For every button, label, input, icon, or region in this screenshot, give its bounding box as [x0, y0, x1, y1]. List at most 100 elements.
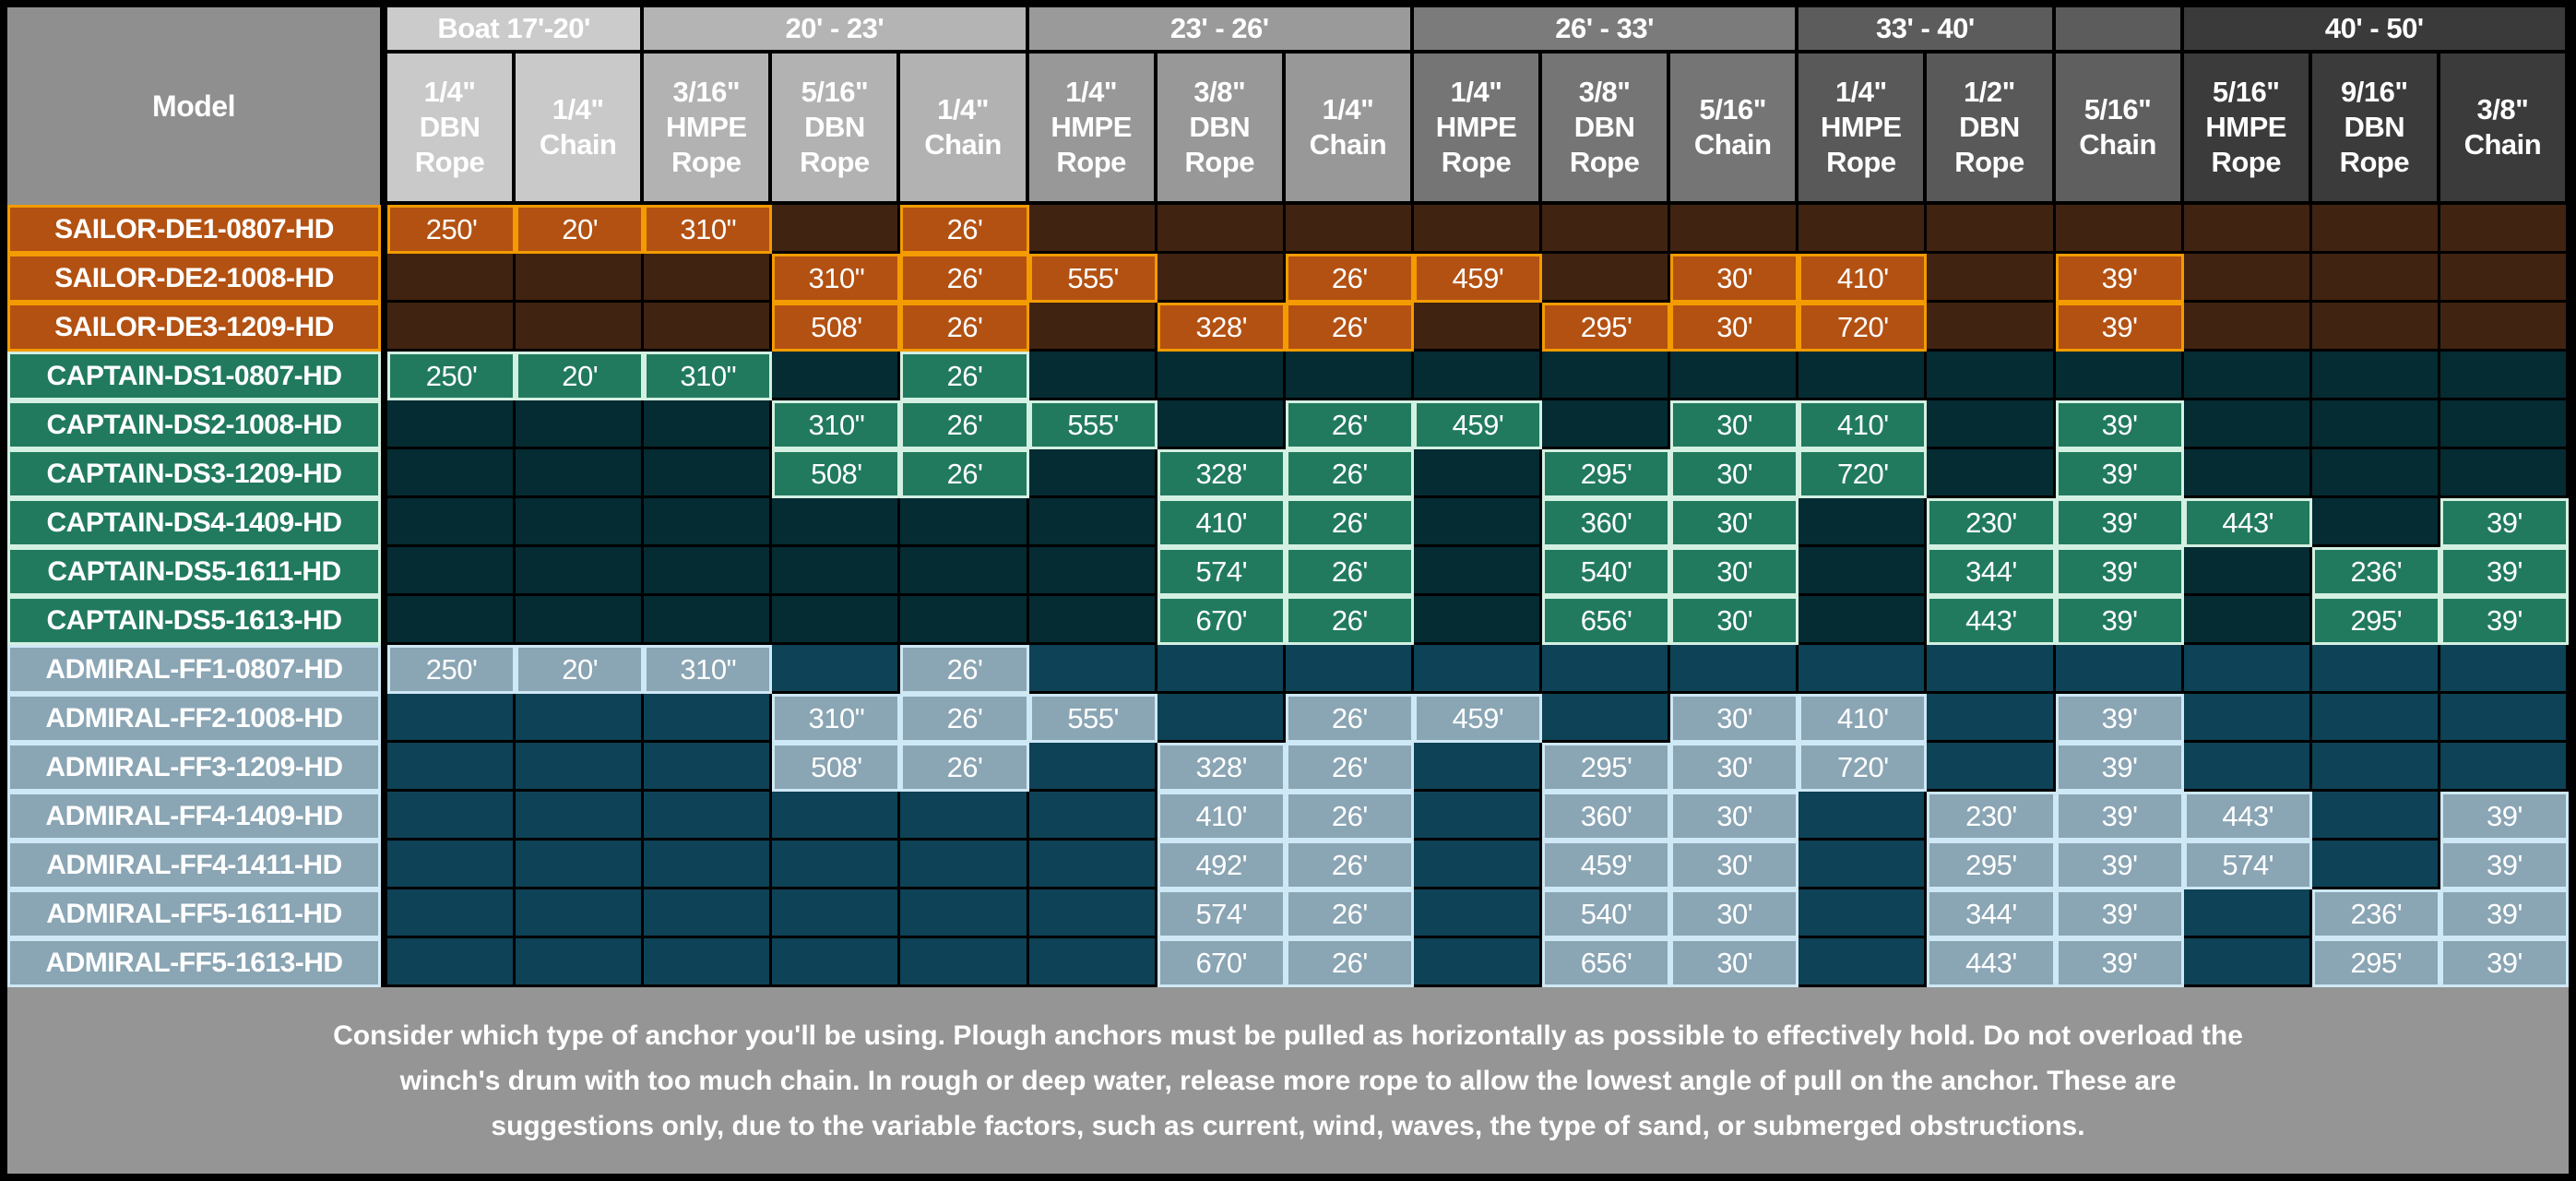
- empty-cell: [387, 400, 516, 449]
- value-cell: 459': [1413, 694, 1543, 743]
- empty-cell: [1927, 449, 2056, 498]
- empty-cell: [1542, 400, 1671, 449]
- value-cell: 26': [900, 254, 1029, 303]
- empty-cell: [1670, 205, 1799, 254]
- column-header-cell: 3/8" DBN Rope: [1542, 54, 1671, 205]
- value-cell: 30': [1670, 449, 1799, 498]
- empty-cell: [2183, 400, 2312, 449]
- empty-cell: [2439, 694, 2569, 743]
- empty-cell: [2439, 205, 2569, 254]
- value-cell: 443': [1927, 596, 2056, 645]
- value-cell: 26': [900, 449, 1029, 498]
- value-cell: 508': [772, 743, 901, 792]
- empty-cell: [1285, 645, 1414, 694]
- empty-cell: [644, 841, 773, 889]
- value-cell: 540': [1542, 547, 1671, 596]
- empty-cell: [900, 498, 1029, 547]
- empty-cell: [2183, 694, 2312, 743]
- value-cell: 328': [1157, 449, 1286, 498]
- empty-cell: [2183, 596, 2312, 645]
- value-cell: 310": [644, 352, 773, 400]
- empty-cell: [1927, 645, 2056, 694]
- value-cell: 30': [1670, 694, 1799, 743]
- empty-cell: [1798, 792, 1928, 841]
- column-header-cell: 1/4" HMPE Rope: [1028, 54, 1157, 205]
- value-cell: 26': [1285, 498, 1414, 547]
- empty-cell: [516, 938, 645, 987]
- footer-text: Consider which type of anchor you'll be …: [333, 1020, 2243, 1141]
- footer-note: Consider which type of anchor you'll be …: [7, 987, 2569, 1174]
- empty-cell: [644, 743, 773, 792]
- empty-cell: [644, 498, 773, 547]
- empty-cell: [900, 841, 1029, 889]
- empty-cell: [2055, 205, 2184, 254]
- empty-cell: [772, 841, 901, 889]
- empty-cell: [2311, 449, 2440, 498]
- empty-cell: [644, 889, 773, 938]
- value-cell: 39': [2055, 792, 2184, 841]
- value-cell: 30': [1670, 400, 1799, 449]
- empty-cell: [387, 449, 516, 498]
- model-cell: CAPTAIN-DS4-1409-HD: [7, 498, 381, 547]
- empty-cell: [1413, 498, 1543, 547]
- empty-cell: [516, 596, 645, 645]
- value-cell: 295': [2311, 938, 2440, 987]
- group-header-cell: 20' - 23': [644, 7, 1029, 54]
- empty-cell: [1413, 352, 1543, 400]
- model-cell: CAPTAIN-DS5-1613-HD: [7, 596, 381, 645]
- empty-cell: [516, 303, 645, 352]
- empty-cell: [900, 596, 1029, 645]
- group-header-cell: 23' - 26': [1028, 7, 1414, 54]
- column-header-cell: 5/16" HMPE Rope: [2183, 54, 2312, 205]
- empty-cell: [1413, 841, 1543, 889]
- empty-cell: [2311, 841, 2440, 889]
- column-header-cell: 1/4" Chain: [516, 54, 645, 205]
- value-cell: 410': [1798, 254, 1928, 303]
- column-header-cell: 5/16" DBN Rope: [772, 54, 901, 205]
- empty-cell: [1413, 938, 1543, 987]
- empty-cell: [2311, 303, 2440, 352]
- empty-cell: [1413, 743, 1543, 792]
- value-cell: 39': [2055, 303, 2184, 352]
- empty-cell: [387, 841, 516, 889]
- empty-cell: [644, 596, 773, 645]
- empty-cell: [387, 254, 516, 303]
- empty-cell: [1413, 889, 1543, 938]
- empty-cell: [2311, 498, 2440, 547]
- empty-cell: [644, 449, 773, 498]
- column-header-cell: 3/8" DBN Rope: [1157, 54, 1286, 205]
- value-cell: 26': [1285, 889, 1414, 938]
- value-cell: 39': [2439, 498, 2569, 547]
- empty-cell: [1670, 645, 1799, 694]
- value-cell: 295': [1927, 841, 2056, 889]
- value-cell: 295': [2311, 596, 2440, 645]
- empty-cell: [1798, 841, 1928, 889]
- model-cell: CAPTAIN-DS2-1008-HD: [7, 400, 381, 449]
- empty-cell: [2439, 645, 2569, 694]
- value-cell: 30': [1670, 889, 1799, 938]
- value-cell: 30': [1670, 938, 1799, 987]
- value-cell: 250': [387, 205, 516, 254]
- value-cell: 26': [900, 303, 1029, 352]
- empty-cell: [1028, 352, 1157, 400]
- value-cell: 443': [2183, 792, 2312, 841]
- empty-cell: [516, 254, 645, 303]
- value-cell: 574': [2183, 841, 2312, 889]
- empty-cell: [772, 792, 901, 841]
- value-cell: 310": [772, 694, 901, 743]
- value-cell: 30': [1670, 498, 1799, 547]
- empty-cell: [1157, 694, 1286, 743]
- value-cell: 670': [1157, 596, 1286, 645]
- value-cell: 720': [1798, 303, 1928, 352]
- value-cell: 39': [2055, 449, 2184, 498]
- empty-cell: [387, 303, 516, 352]
- empty-cell: [1927, 694, 2056, 743]
- empty-cell: [2183, 352, 2312, 400]
- empty-cell: [2183, 205, 2312, 254]
- empty-cell: [1028, 645, 1157, 694]
- value-cell: 555': [1028, 694, 1157, 743]
- value-cell: 26': [1285, 449, 1414, 498]
- value-cell: 508': [772, 303, 901, 352]
- value-cell: 39': [2055, 400, 2184, 449]
